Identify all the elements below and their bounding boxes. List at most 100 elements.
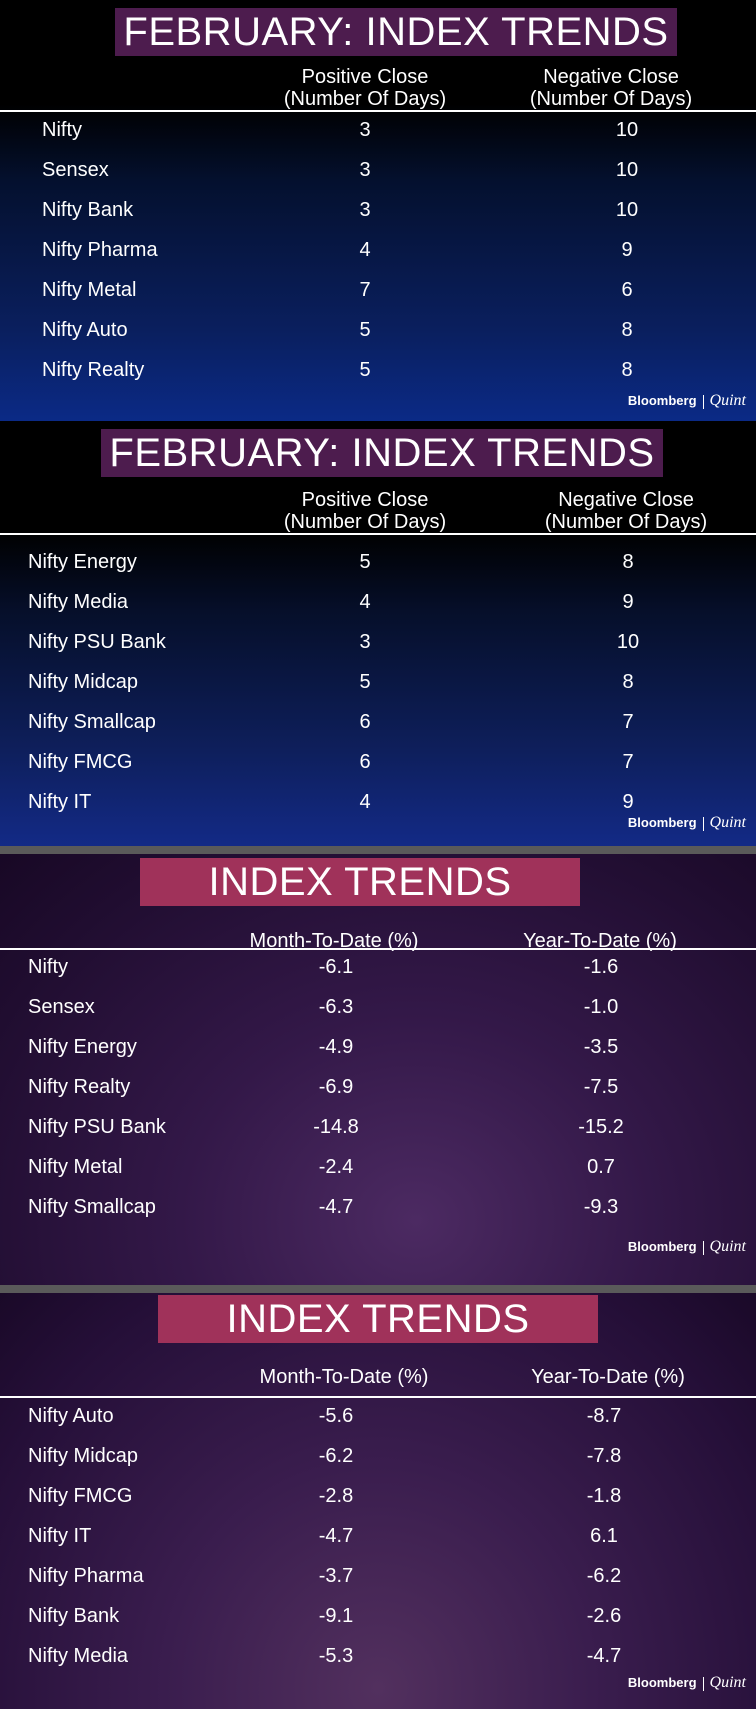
index-name: Nifty Media [28,1645,129,1667]
value-col2: -8.7 [586,1405,622,1427]
bloomberg-quint-logo: Bloomberg Quint [627,392,746,409]
value-col2: -9.3 [583,1196,619,1218]
value-col2: -1.8 [586,1485,622,1507]
value-col1: 3 [359,119,371,141]
value-col1: 5 [359,319,371,341]
value-col1: 6 [359,751,371,773]
index-name: Nifty Bank [28,1605,120,1627]
panel-index-trends-1: INDEX TRENDS Month-To-Date (%) Year-To-D… [0,854,756,1285]
index-name: Nifty Pharma [42,239,158,261]
index-name: Nifty Metal [42,279,137,301]
value-col2: -2.6 [586,1605,622,1627]
index-name: Nifty Midcap [28,1445,139,1467]
header-divider [0,110,756,112]
panel-feb-index-trends-2: FEBRUARY: INDEX TRENDS Positive Close (N… [0,421,756,846]
value-col1: 6 [359,711,371,733]
value-col1: -6.2 [318,1445,354,1467]
index-name: Nifty Realty [28,1076,131,1098]
panel-title: INDEX TRENDS [140,858,580,906]
value-col1: 4 [359,239,371,261]
value-col1: -6.3 [318,996,354,1018]
value-col2: -15.2 [578,1116,624,1138]
index-name: Nifty Auto [28,1405,114,1427]
value-col2: -4.7 [586,1645,622,1667]
value-col2: -3.5 [583,1036,619,1058]
value-col1: 7 [359,279,371,301]
value-col1: -9.1 [318,1605,354,1627]
value-col2: 9 [621,239,633,261]
index-name: Nifty [42,119,82,141]
value-col1: 4 [359,791,371,813]
value-col2: 9 [622,591,634,613]
index-name: Sensex [28,996,95,1018]
value-col2: 10 [616,631,640,653]
index-name: Nifty Media [28,591,129,613]
column-header-negative-close: Negative Close (Number Of Days) [529,66,693,110]
value-col1: -4.9 [318,1036,354,1058]
panel-feb-index-trends-1: FEBRUARY: INDEX TRENDS Positive Close (N… [0,0,756,421]
value-col1: 5 [359,671,371,693]
column-header-year-to-date: Year-To-Date (%) [523,930,677,952]
panel-title: FEBRUARY: INDEX TRENDS [101,429,663,477]
value-col1: -4.7 [318,1525,354,1547]
value-col2: 7 [622,751,634,773]
value-col1: -5.6 [318,1405,354,1427]
panel-title: FEBRUARY: INDEX TRENDS [115,8,677,56]
index-name: Nifty Realty [42,359,145,381]
column-header-month-to-date: Month-To-Date (%) [249,930,419,952]
value-col2: -7.5 [583,1076,619,1098]
index-name: Nifty FMCG [28,751,133,773]
index-name: Nifty Energy [28,551,137,573]
index-name: Nifty FMCG [28,1485,133,1507]
index-name: Sensex [42,159,109,181]
index-name: Nifty Auto [42,319,128,341]
index-name: Nifty Smallcap [28,711,156,733]
index-name: Nifty Pharma [28,1565,144,1587]
index-name: Nifty IT [28,1525,92,1547]
value-col1: 3 [359,199,371,221]
column-header-negative-close: Negative Close (Number Of Days) [544,489,708,533]
bloomberg-quint-logo: Bloomberg Quint [627,1674,746,1691]
index-name: Nifty IT [28,791,92,813]
index-name: Nifty [28,956,68,978]
value-col2: 8 [621,359,633,381]
panel-separator [0,1285,756,1293]
value-col1: -5.3 [318,1645,354,1667]
column-header-positive-close: Positive Close (Number Of Days) [283,66,447,110]
value-col2: 6 [621,279,633,301]
value-col1: 5 [359,551,371,573]
value-col2: 7 [622,711,634,733]
index-name: Nifty Bank [42,199,134,221]
value-col2: 9 [622,791,634,813]
value-col2: 10 [615,159,639,181]
index-name: Nifty Smallcap [28,1196,156,1218]
value-col1: -2.4 [318,1156,354,1178]
value-col2: -7.8 [586,1445,622,1467]
value-col1: 3 [359,159,371,181]
value-col1: 5 [359,359,371,381]
value-col1: -3.7 [318,1565,354,1587]
value-col2: -1.6 [583,956,619,978]
value-col2: 10 [615,119,639,141]
index-name: Nifty PSU Bank [28,631,166,653]
panel-separator [0,846,756,854]
value-col2: 10 [615,199,639,221]
index-name: Nifty Energy [28,1036,137,1058]
value-col1: 3 [359,631,371,653]
value-col1: -4.7 [318,1196,354,1218]
value-col2: -1.0 [583,996,619,1018]
value-col1: 4 [359,591,371,613]
value-col2: 8 [621,319,633,341]
header-divider [0,948,756,950]
bloomberg-quint-logo: Bloomberg Quint [627,814,746,831]
value-col1: -14.8 [313,1116,359,1138]
index-name: Nifty Metal [28,1156,123,1178]
value-col1: -6.1 [318,956,354,978]
panel-title: INDEX TRENDS [158,1295,598,1343]
value-col2: 0.7 [587,1156,615,1178]
value-col2: -6.2 [586,1565,622,1587]
panel-index-trends-2: INDEX TRENDS Month-To-Date (%) Year-To-D… [0,1293,756,1709]
index-name: Nifty Midcap [28,671,139,693]
bloomberg-quint-logo: Bloomberg Quint [627,1238,746,1255]
column-header-month-to-date: Month-To-Date (%) [259,1366,429,1388]
